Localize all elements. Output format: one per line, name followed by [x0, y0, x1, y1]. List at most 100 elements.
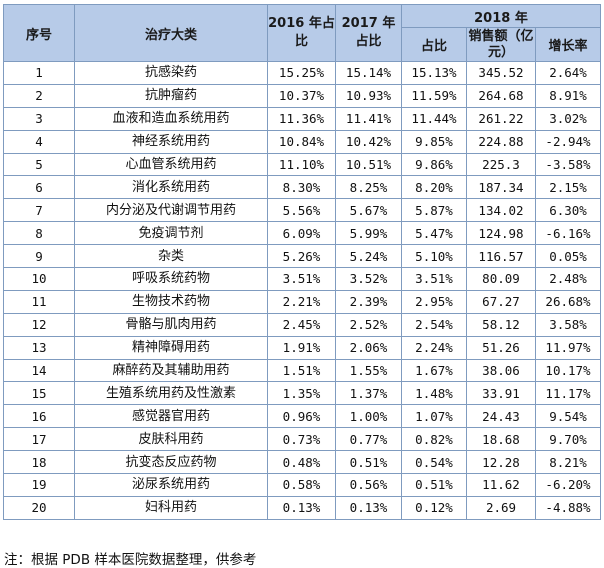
cell-2018-growth: -6.20%	[534, 473, 602, 497]
header-2016-share-label: 2016 年占比	[268, 16, 335, 49]
cell-2018-growth: 8.21%	[534, 450, 602, 475]
cell-category: 麻醉药及其辅助用药	[74, 358, 268, 383]
cell-index: 16	[3, 404, 75, 429]
cell-2017-share: 1.00%	[335, 404, 402, 429]
cell-2018-growth: 26.68%	[534, 289, 602, 314]
cell-category: 心血管系统用药	[74, 152, 268, 177]
cell-index: 15	[3, 381, 75, 406]
cell-category: 呼吸系统药物	[74, 267, 268, 291]
cell-2016-share: 6.09%	[267, 221, 336, 246]
cell-2018-sales: 124.98	[466, 221, 536, 246]
table-row: 3 血液和造血系统用药 11.36% 11.41% 11.44% 261.22 3.02%	[3, 106, 602, 131]
cell-2018-growth: 11.17%	[534, 381, 602, 406]
cell-index: 8	[3, 221, 75, 246]
cell-2016-share: 5.56%	[267, 198, 336, 223]
cell-2018-growth: -6.16%	[534, 221, 602, 246]
table-row: 13 精神障碍用药 1.91% 2.06% 2.24% 51.26 11.97%	[3, 335, 602, 360]
cell-category: 生殖系统用药及性激素	[74, 381, 268, 406]
cell-2018-share: 5.47%	[401, 221, 467, 246]
cell-2018-share: 0.12%	[401, 495, 467, 520]
cell-2016-share: 0.73%	[267, 427, 336, 452]
cell-2018-share: 9.86%	[401, 152, 467, 177]
cell-2018-growth: 9.70%	[534, 427, 602, 452]
table-row: 10 呼吸系统药物 3.51% 3.52% 3.51% 80.09 2.48%	[3, 267, 602, 291]
cell-2018-share: 0.54%	[401, 450, 467, 475]
cell-2018-growth: -3.58%	[534, 152, 602, 177]
cell-2016-share: 0.58%	[267, 473, 336, 497]
cell-2018-share: 8.20%	[401, 175, 467, 200]
table-row: 4 神经系统用药 10.84% 10.42% 9.85% 224.88 -2.94%	[3, 129, 602, 154]
cell-2017-share: 0.77%	[335, 427, 402, 452]
cell-2018-sales: 134.02	[466, 198, 536, 223]
table-row: 14 麻醉药及其辅助用药 1.51% 1.55% 1.67% 38.06 10.17%	[3, 358, 602, 383]
cell-2018-sales: 38.06	[466, 358, 536, 383]
cell-category: 抗感染药	[74, 61, 268, 85]
cell-2018-growth: 6.30%	[534, 198, 602, 223]
cell-category: 抗肿瘤药	[74, 83, 268, 108]
cell-2018-sales: 51.26	[466, 335, 536, 360]
table-row: 15 生殖系统用药及性激素 1.35% 1.37% 1.48% 33.91 11.17%	[3, 381, 602, 406]
cell-index: 9	[3, 244, 75, 269]
footnote: 注：根据 PDB 样本医院数据整理，供参考	[4, 552, 257, 568]
cell-2016-share: 8.30%	[267, 175, 336, 200]
cell-2018-share: 11.44%	[401, 106, 467, 131]
cell-2018-share: 5.10%	[401, 244, 467, 269]
cell-2018-growth: 9.54%	[534, 404, 602, 429]
table-row: 18 抗变态反应药物 0.48% 0.51% 0.54% 12.28 8.21%	[3, 450, 602, 475]
cell-2016-share: 2.21%	[267, 289, 336, 314]
cell-index: 13	[3, 335, 75, 360]
cell-2016-share: 0.48%	[267, 450, 336, 475]
cell-index: 20	[3, 495, 75, 520]
table-row: 6 消化系统用药 8.30% 8.25% 8.20% 187.34 2.15%	[3, 175, 602, 200]
cell-2017-share: 2.39%	[335, 289, 402, 314]
cell-2018-sales: 18.68	[466, 427, 536, 452]
header-category: 治疗大类	[74, 4, 268, 62]
cell-2018-sales: 80.09	[466, 267, 536, 291]
header-2018-sales-label: 销售额（亿元）	[468, 28, 534, 60]
cell-index: 1	[3, 61, 75, 85]
cell-2018-growth: 2.15%	[534, 175, 602, 200]
cell-2018-sales: 11.62	[466, 473, 536, 497]
cell-2018-growth: 3.58%	[534, 312, 602, 337]
cell-category: 妇科用药	[74, 495, 268, 520]
cell-index: 10	[3, 267, 75, 291]
cell-index: 14	[3, 358, 75, 383]
cell-2018-share: 0.51%	[401, 473, 467, 497]
cell-2016-share: 0.13%	[267, 495, 336, 520]
header-row-top: 序号 治疗大类 2016 年占比 2017 年占比 2018 年	[3, 4, 602, 62]
table-row: 12 骨骼与肌肉用药 2.45% 2.52% 2.54% 58.12 3.58%	[3, 312, 602, 337]
cell-index: 18	[3, 450, 75, 475]
cell-category: 抗变态反应药物	[74, 450, 268, 475]
cell-2018-share: 0.82%	[401, 427, 467, 452]
header-2018-share: 占比	[401, 27, 467, 62]
cell-2018-sales: 261.22	[466, 106, 536, 131]
cell-2018-share: 2.95%	[401, 289, 467, 314]
cell-2018-sales: 116.57	[466, 244, 536, 269]
cell-2017-share: 8.25%	[335, 175, 402, 200]
cell-2017-share: 0.51%	[335, 450, 402, 475]
cell-2016-share: 5.26%	[267, 244, 336, 269]
cell-2018-growth: 8.91%	[534, 83, 602, 108]
header-index: 序号	[3, 4, 75, 62]
header-2016-share: 2016 年占比	[267, 4, 336, 62]
cell-2016-share: 2.45%	[267, 312, 336, 337]
cell-2018-share: 3.51%	[401, 267, 467, 291]
cell-2018-growth: -4.88%	[534, 495, 602, 520]
header-2018-sales: 销售额（亿元）	[466, 27, 536, 62]
cell-index: 19	[3, 473, 75, 497]
cell-2017-share: 10.93%	[335, 83, 402, 108]
cell-index: 17	[3, 427, 75, 452]
table-row: 2 抗肿瘤药 10.37% 10.93% 11.59% 264.68 8.91%	[3, 83, 602, 108]
cell-2018-growth: 11.97%	[534, 335, 602, 360]
table-row: 17 皮肤科用药 0.73% 0.77% 0.82% 18.68 9.70%	[3, 427, 602, 452]
cell-2018-growth: 2.48%	[534, 267, 602, 291]
cell-index: 12	[3, 312, 75, 337]
cell-category: 精神障碍用药	[74, 335, 268, 360]
cell-2018-sales: 345.52	[466, 61, 536, 85]
cell-2018-share: 2.24%	[401, 335, 467, 360]
cell-category: 血液和造血系统用药	[74, 106, 268, 131]
cell-2018-share: 1.67%	[401, 358, 467, 383]
cell-2016-share: 1.51%	[267, 358, 336, 383]
cell-2018-sales: 33.91	[466, 381, 536, 406]
cell-2018-share: 2.54%	[401, 312, 467, 337]
